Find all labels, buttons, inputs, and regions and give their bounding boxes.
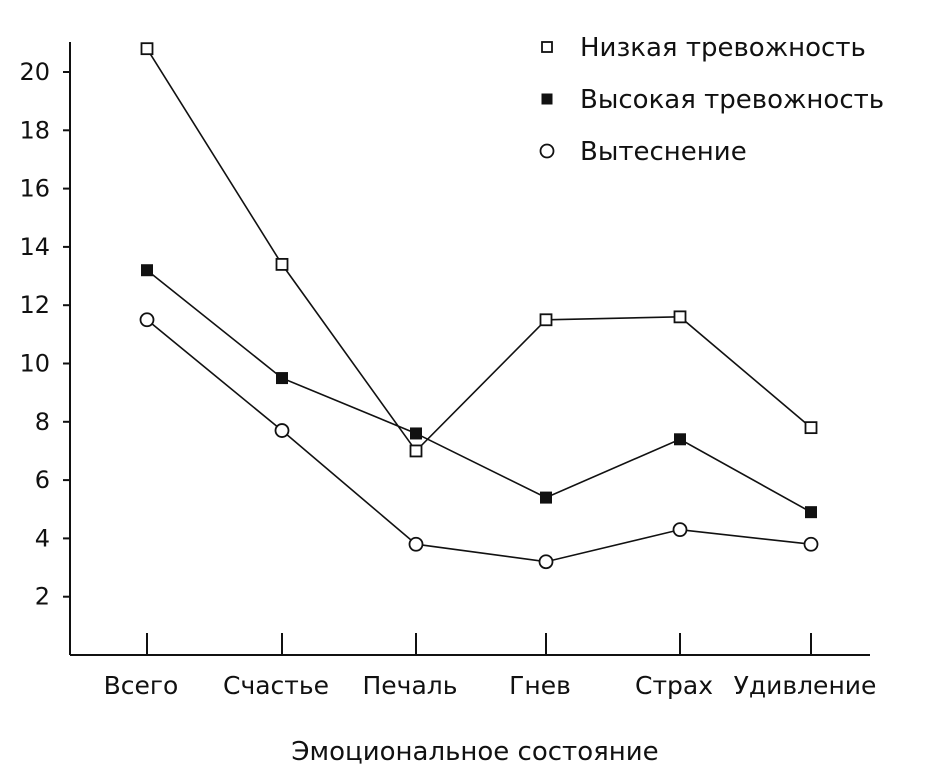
x-tick-label: Страх <box>635 671 713 700</box>
data-point <box>139 312 155 328</box>
y-tick-label: 12 <box>19 291 50 319</box>
y-tick-label: 6 <box>35 466 50 494</box>
y-tick-label: 10 <box>19 350 50 378</box>
series-line <box>146 48 812 453</box>
y-ticks: 2 4 6 8 10 12 14 16 18 20 <box>19 58 70 611</box>
series-line <box>146 269 812 513</box>
data-point <box>410 427 422 440</box>
data-point <box>674 433 686 446</box>
series-2 <box>141 264 817 519</box>
data-point <box>804 421 818 435</box>
data-point <box>672 522 688 538</box>
y-tick-label: 4 <box>35 524 50 552</box>
series-line <box>146 319 812 563</box>
x-tick-label: Печаль <box>363 671 458 700</box>
y-tick-label: 16 <box>19 175 50 203</box>
legend-item: Высокая тревожность <box>541 85 884 115</box>
series-group <box>139 42 819 570</box>
x-ticks: Всего Счастье Печаль Гнев Страх Удивление <box>104 633 877 700</box>
legend-label: Вытеснение <box>580 137 747 167</box>
x-tick-label: Удивление <box>734 671 877 700</box>
series-3 <box>139 312 819 570</box>
data-point <box>673 310 687 324</box>
data-point <box>803 536 819 552</box>
data-point <box>540 491 552 504</box>
y-tick-label: 14 <box>19 233 50 261</box>
data-point <box>274 423 290 438</box>
legend: Низкая тревожность Высокая тревожность Выт… <box>539 33 884 167</box>
y-tick-label: 18 <box>19 116 50 144</box>
x-tick-label: Всего <box>104 671 179 700</box>
data-point <box>538 554 554 570</box>
data-point <box>275 257 289 271</box>
legend-label: Низкая тревожность <box>580 33 866 63</box>
x-tick-label: Гнев <box>509 671 571 700</box>
y-tick-label: 2 <box>35 583 50 611</box>
data-point <box>140 42 154 56</box>
data-point <box>539 313 553 327</box>
legend-label: Высокая тревожность <box>580 85 884 115</box>
data-point <box>805 506 817 519</box>
legend-item: Низкая тревожность <box>541 33 866 63</box>
legend-marker <box>539 143 555 159</box>
data-point <box>276 372 288 385</box>
legend-item: Вытеснение <box>539 137 747 167</box>
data-point <box>408 536 424 552</box>
y-tick-label: 8 <box>35 408 50 436</box>
x-tick-label: Счастье <box>223 671 329 700</box>
data-point <box>141 264 153 277</box>
x-axis-title: Эмоциональное состояние <box>291 737 658 767</box>
legend-marker <box>541 93 553 105</box>
series-1 <box>140 42 818 458</box>
data-point <box>409 444 423 458</box>
y-tick-label: 20 <box>19 58 50 86</box>
legend-marker <box>541 41 553 53</box>
